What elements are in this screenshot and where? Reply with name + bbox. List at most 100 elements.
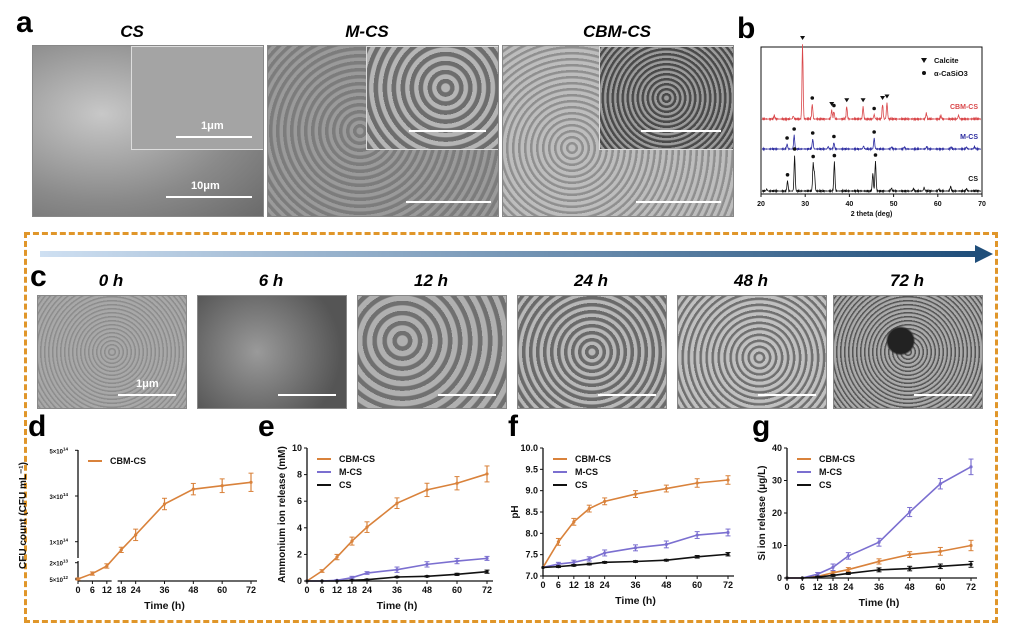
sem-inset-mcs — [366, 46, 498, 150]
axis-break — [74, 558, 82, 561]
y-tick-label: 3×1014 — [49, 492, 68, 501]
data-point — [485, 556, 489, 560]
data-point — [846, 571, 850, 576]
x-tick-label: 72 — [723, 580, 733, 590]
x-tick-label: 36 — [630, 580, 640, 590]
sem-title-cs: CS — [120, 22, 144, 41]
casio3-dot-icon — [785, 136, 789, 140]
x-tick-label: 6 — [319, 585, 324, 595]
casio3-dot-icon — [832, 153, 837, 158]
x-tick-label: 0 — [75, 585, 80, 595]
data-point — [846, 554, 850, 558]
calcite-triangle-icon — [844, 98, 850, 103]
data-point — [455, 572, 459, 576]
data-point — [603, 551, 607, 555]
x-tick-label: 18 — [584, 580, 594, 590]
data-point — [587, 557, 591, 561]
data-point — [191, 487, 195, 491]
sem-image-cbmcs — [502, 45, 734, 217]
x-tick-label: 24 — [843, 582, 853, 592]
x-tick-label: 12 — [332, 585, 342, 595]
data-point — [664, 542, 668, 547]
data-point — [831, 571, 835, 575]
data-point — [425, 562, 429, 566]
y-tick-label: 4 — [297, 523, 302, 533]
panel-label-d: d — [28, 410, 47, 443]
x-tick-label: 12 — [813, 582, 823, 592]
y-tick-label: 9.5 — [525, 464, 538, 474]
x-tick-label: 72 — [966, 582, 976, 592]
data-point — [455, 559, 459, 563]
data-point — [908, 510, 912, 514]
casio3-dot-icon — [785, 173, 790, 177]
scale-bar — [118, 394, 176, 396]
y-tick-label: 30 — [772, 476, 782, 486]
xrd-series-label: CS — [968, 176, 978, 183]
y-tick-label: 6 — [297, 496, 302, 506]
sem-image-time — [197, 295, 347, 409]
y-tick-label: 8.5 — [525, 507, 538, 517]
sem-image-time — [677, 295, 827, 409]
x-tick-label: 72 — [482, 585, 492, 595]
x-tick-label: 36 — [392, 585, 402, 595]
panel-label-c: c — [30, 260, 47, 293]
data-point — [877, 559, 881, 564]
time-label: 48 h — [733, 271, 769, 290]
data-point — [365, 578, 369, 582]
data-point — [365, 525, 369, 529]
data-point — [320, 579, 324, 583]
time-label: 12 h — [413, 271, 449, 290]
y-tick-label: 5×1012 — [49, 575, 68, 584]
data-point — [90, 571, 95, 576]
data-point — [695, 533, 699, 537]
legend-label: α-CaSiO3 — [934, 69, 968, 78]
y-tick-label: 10 — [292, 443, 302, 453]
x-tick-label: 60 — [217, 585, 227, 595]
data-point — [664, 486, 668, 491]
data-point — [572, 563, 576, 567]
y-axis-label: CFU count (CFU mL⁻¹) — [18, 462, 29, 569]
data-point — [556, 540, 561, 544]
data-point — [831, 565, 835, 569]
data-point — [572, 560, 576, 564]
data-point — [633, 492, 638, 496]
x-tick-label: 18 — [347, 585, 357, 595]
data-point — [220, 484, 224, 488]
casio3-dot-icon — [811, 154, 815, 159]
scale-label: 1μm — [201, 120, 224, 132]
data-point — [335, 579, 339, 583]
data-point — [485, 472, 489, 476]
data-point — [969, 465, 973, 469]
x-tick-label: 40 — [846, 201, 854, 208]
legend-dot-icon — [922, 71, 926, 75]
data-point — [485, 570, 489, 574]
casio3-dot-icon — [810, 131, 815, 135]
scale-bar — [438, 394, 496, 396]
y-axis-label: pH — [510, 505, 521, 518]
sem-inset-cs — [131, 46, 263, 150]
x-tick-label: 6 — [90, 585, 95, 595]
xrd-trace — [761, 44, 982, 122]
x-tick-label: 24 — [362, 585, 372, 595]
data-point — [603, 560, 607, 564]
panel-label-b: b — [737, 12, 756, 45]
legend-label: CBM-CS — [110, 456, 146, 466]
data-point — [587, 506, 591, 511]
data-point — [938, 549, 942, 553]
x-tick-label: 0 — [784, 582, 789, 592]
data-point — [455, 481, 459, 485]
y-axis-label: Si ion release (μg/L) — [757, 465, 768, 560]
panel-label-g: g — [752, 410, 771, 443]
data-point — [785, 576, 789, 580]
data-point — [395, 575, 399, 579]
data-point — [908, 566, 912, 571]
arrow-head-icon — [975, 245, 993, 263]
sem-image-mcs — [267, 45, 499, 217]
data-point — [695, 555, 699, 559]
y-axis-label: Ammonium ion release (mM) — [277, 446, 288, 583]
casio3-dot-icon — [792, 147, 797, 151]
y-tick-label: 40 — [772, 443, 782, 453]
data-point — [938, 564, 942, 568]
